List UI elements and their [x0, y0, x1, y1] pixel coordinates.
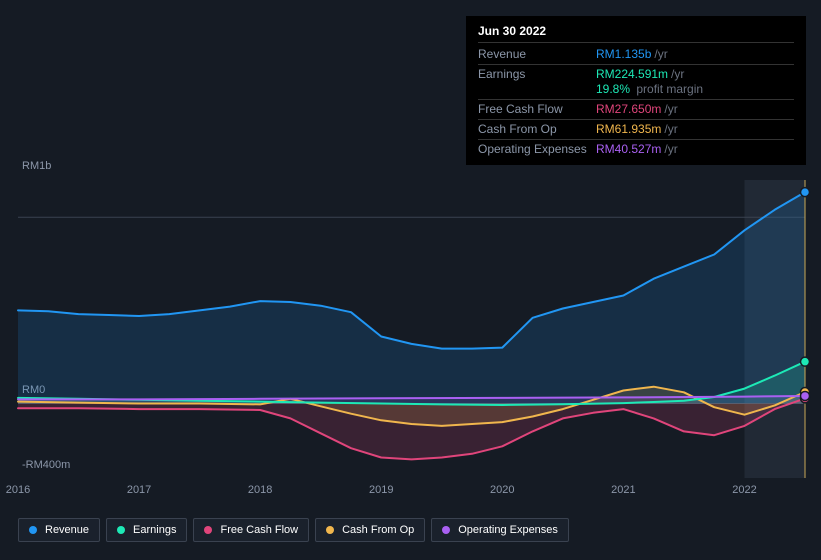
- tooltip-value: RM1.135b: [596, 47, 651, 62]
- tooltip-label: Earnings: [478, 67, 596, 82]
- chart-area[interactable]: [0, 160, 821, 480]
- x-tick-2021: 2021: [611, 484, 635, 496]
- legend-label: Free Cash Flow: [220, 524, 298, 536]
- legend-item-earnings[interactable]: Earnings: [106, 518, 187, 542]
- tooltip-value: RM40.527m: [596, 142, 661, 157]
- x-tick-2022: 2022: [732, 484, 756, 496]
- legend-item-operating-expenses[interactable]: Operating Expenses: [431, 518, 569, 542]
- x-tick-2017: 2017: [127, 484, 151, 496]
- tooltip-label: Revenue: [478, 47, 596, 62]
- legend-label: Revenue: [45, 524, 89, 536]
- legend-dot-icon: [442, 526, 450, 534]
- tooltip-row-free-cash-flow: Free Cash FlowRM27.650m/yr: [478, 100, 794, 120]
- x-tick-2016: 2016: [6, 484, 30, 496]
- tooltip-row-earnings: EarningsRM224.591m/yr 19.8% profit margin: [478, 65, 794, 100]
- tooltip-date: Jun 30 2022: [478, 24, 794, 43]
- tooltip-label: Free Cash Flow: [478, 102, 596, 117]
- tooltip-suffix: /yr: [654, 47, 667, 62]
- legend-item-free-cash-flow[interactable]: Free Cash Flow: [193, 518, 309, 542]
- tooltip-secondary-value: 19.8%: [596, 82, 630, 96]
- legend-item-revenue[interactable]: Revenue: [18, 518, 100, 542]
- tooltip-value: RM61.935m: [596, 122, 661, 137]
- tooltip-row-operating-expenses: Operating ExpensesRM40.527m/yr: [478, 140, 794, 159]
- legend: Revenue Earnings Free Cash Flow Cash From O…: [18, 518, 569, 542]
- tooltip-suffix: /yr: [671, 67, 684, 82]
- legend-dot-icon: [117, 526, 125, 534]
- legend-item-cash-from-op[interactable]: Cash From Op: [315, 518, 425, 542]
- tooltip-row-cash-from-op: Cash From OpRM61.935m/yr: [478, 120, 794, 140]
- hover-tooltip: Jun 30 2022 RevenueRM1.135b/yrEarningsRM…: [466, 16, 806, 165]
- tooltip-secondary-suffix: profit margin: [636, 82, 703, 96]
- x-axis-labels: 2016 2017 2018 2019 2020 2021 2022: [0, 484, 821, 500]
- x-tick-2019: 2019: [369, 484, 393, 496]
- x-tick-2020: 2020: [490, 484, 514, 496]
- legend-dot-icon: [29, 526, 37, 534]
- legend-label: Cash From Op: [342, 524, 414, 536]
- tooltip-suffix: /yr: [664, 122, 677, 137]
- tooltip-suffix: /yr: [664, 142, 677, 157]
- tooltip-label: Cash From Op: [478, 122, 596, 137]
- tooltip-value: RM27.650m: [596, 102, 661, 117]
- tooltip-value: RM224.591m: [596, 67, 668, 82]
- tooltip-row-revenue: RevenueRM1.135b/yr: [478, 45, 794, 65]
- legend-label: Earnings: [133, 524, 176, 536]
- tooltip-label: Operating Expenses: [478, 142, 596, 157]
- legend-dot-icon: [326, 526, 334, 534]
- legend-dot-icon: [204, 526, 212, 534]
- x-tick-2018: 2018: [248, 484, 272, 496]
- legend-label: Operating Expenses: [458, 524, 558, 536]
- tooltip-suffix: /yr: [664, 102, 677, 117]
